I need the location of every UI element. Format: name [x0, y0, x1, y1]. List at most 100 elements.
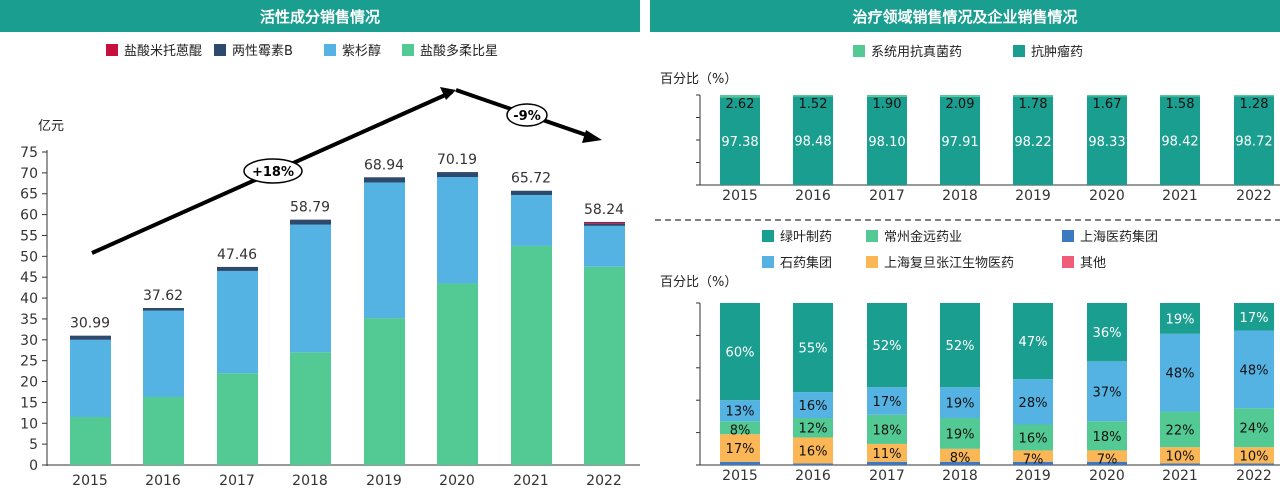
bar-segment — [940, 448, 980, 462]
bar-segment — [1087, 303, 1127, 362]
bar-segment — [1160, 463, 1200, 465]
x-tick-label: 2021 — [513, 473, 549, 489]
legend-swatch — [866, 256, 878, 268]
legend-swatch — [402, 44, 414, 56]
x-tick-label: 2022 — [586, 473, 622, 489]
legend-label: 上海复旦张江生物医药 — [884, 256, 1014, 271]
y-tick-label: 35 — [20, 312, 38, 328]
segment-label: 98.10 — [868, 135, 905, 150]
y-axis-label: 百分比（%） — [660, 72, 737, 87]
legend-label: 绿叶制药 — [780, 230, 832, 245]
bar-segment — [1160, 411, 1200, 448]
x-tick-label: 2020 — [1089, 468, 1125, 484]
bar-segment — [584, 266, 625, 465]
bar-segment — [867, 387, 907, 415]
bar-segment — [1087, 450, 1127, 462]
segment-label: 98.33 — [1088, 135, 1125, 150]
bar-segment — [437, 172, 478, 178]
segment-label: 52% — [946, 339, 975, 354]
arrowhead-icon — [582, 130, 602, 143]
x-tick-label: 2017 — [869, 188, 905, 204]
x-tick-label: 2022 — [1236, 188, 1272, 204]
segment-label: 97.38 — [721, 135, 758, 150]
bar-segment — [793, 96, 833, 185]
bar-segment — [1013, 424, 1053, 451]
bar-segment — [720, 303, 760, 401]
bar-segment — [143, 396, 184, 465]
x-tick-label: 2016 — [795, 468, 831, 484]
legend-swatch — [1062, 256, 1074, 268]
bar-segment — [867, 303, 907, 388]
bar-segment — [793, 463, 833, 465]
bar-segment — [584, 223, 625, 226]
bar-segment — [940, 387, 980, 419]
bar-segment — [217, 373, 258, 465]
segment-label: 17% — [873, 395, 902, 410]
bar-segment — [940, 418, 980, 449]
bar-segment — [290, 219, 331, 225]
bar-segment — [217, 270, 258, 374]
bar-segment — [940, 96, 980, 185]
segment-label: 98.22 — [1014, 135, 1051, 150]
x-tick-label: 2022 — [1236, 468, 1272, 484]
segment-label: 16% — [1019, 431, 1048, 446]
bar-segment — [1013, 95, 1053, 97]
bar-segment — [584, 225, 625, 267]
bar-segment — [1234, 303, 1274, 331]
segment-label: 24% — [1240, 422, 1269, 437]
segment-label: 8% — [950, 451, 971, 466]
legend-label: 石药集团 — [780, 255, 832, 271]
segment-label: 98.42 — [1161, 135, 1198, 150]
segment-label: 17% — [726, 442, 755, 457]
total-label: 58.79 — [290, 200, 330, 216]
total-label: 65.72 — [511, 171, 551, 187]
legend-label: 盐酸米托蒽醌 — [124, 44, 202, 59]
bar-segment — [720, 97, 760, 185]
y-tick-label: 15 — [20, 395, 38, 411]
segment-label: 1.78 — [1019, 97, 1048, 112]
bar-segment — [867, 443, 907, 462]
total-label: 37.62 — [143, 288, 183, 304]
segment-label: 97.91 — [941, 135, 978, 150]
segment-label: 1.67 — [1093, 97, 1122, 112]
bar-segment — [511, 194, 552, 246]
bar-segment — [867, 461, 907, 465]
annotation-bubble — [243, 158, 303, 184]
segment-label: 98.72 — [1235, 135, 1272, 150]
bar-segment — [720, 461, 760, 465]
x-tick-label: 2017 — [869, 468, 905, 484]
bar-segment — [1013, 96, 1053, 185]
legend-label: 抗肿瘤药 — [1031, 44, 1083, 60]
bar-segment — [1013, 461, 1053, 465]
segment-label: 19% — [946, 397, 975, 412]
segment-label: 22% — [1166, 423, 1195, 438]
x-tick-label: 2018 — [292, 473, 328, 489]
bar-segment — [720, 434, 760, 462]
segment-label: 2.62 — [726, 97, 755, 112]
y-axis-label: 百分比（%） — [660, 275, 737, 290]
bar-segment — [793, 303, 833, 393]
segment-label: 37% — [1093, 385, 1122, 400]
segment-label: 1.90 — [873, 97, 902, 112]
x-tick-label: 2021 — [1162, 468, 1198, 484]
segment-label: 10% — [1166, 449, 1195, 464]
y-tick-label: 30 — [20, 333, 38, 349]
segment-label: 13% — [726, 405, 755, 420]
bar-segment — [867, 96, 907, 185]
x-tick-label: 2015 — [722, 188, 758, 204]
segment-label: 16% — [799, 444, 828, 459]
total-label: 30.99 — [70, 316, 110, 332]
bar-segment — [511, 245, 552, 465]
bar-segment — [143, 307, 184, 311]
legend-swatch — [106, 44, 118, 56]
y-tick-label: 10 — [20, 416, 38, 432]
left-chart-title: 活性成分销售情况 — [0, 0, 640, 32]
segment-label: 19% — [1166, 312, 1195, 327]
bar-segment — [217, 266, 258, 271]
total-label: 68.94 — [364, 157, 404, 173]
legend-swatch — [324, 44, 336, 56]
bar-segment — [1087, 461, 1127, 465]
segment-label: 36% — [1093, 326, 1122, 341]
y-tick-label: 0 — [29, 458, 38, 474]
bar-segment — [867, 95, 907, 97]
